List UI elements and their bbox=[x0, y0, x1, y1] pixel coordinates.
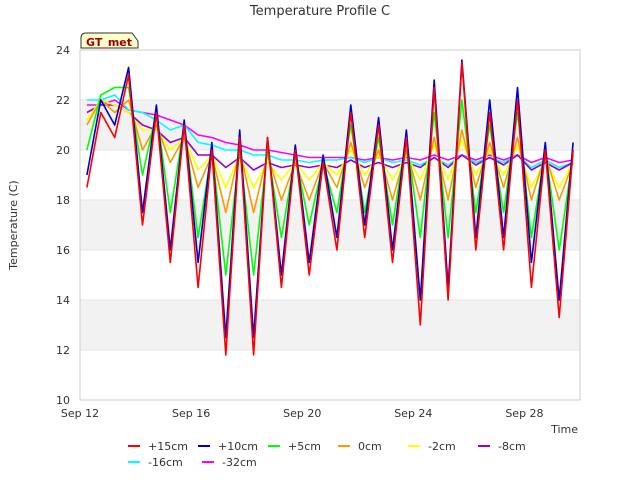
series-line-15cm bbox=[86, 61, 574, 356]
series-line-10cm bbox=[86, 59, 574, 339]
grid-band bbox=[80, 350, 580, 400]
x-tick-label: Sep 16 bbox=[172, 407, 210, 420]
legend-swatch bbox=[128, 445, 140, 447]
series-line-8cm bbox=[86, 104, 574, 171]
legend-swatch bbox=[202, 461, 214, 463]
y-tick-label: 24 bbox=[56, 44, 70, 57]
legend-swatch bbox=[338, 445, 350, 447]
legend-swatch bbox=[408, 445, 420, 447]
y-tick-label: 16 bbox=[56, 244, 70, 257]
x-axis-label: Time bbox=[550, 423, 578, 436]
legend-item: 0cm bbox=[338, 440, 408, 453]
grid-band bbox=[80, 250, 580, 300]
legend-item: -2cm bbox=[408, 440, 478, 453]
y-tick-label: 10 bbox=[56, 394, 70, 407]
legend-row: +15cm +10cm +5cm 0cm -2cm -8cm bbox=[128, 438, 548, 454]
legend-item: +5cm bbox=[268, 440, 338, 453]
gt-met-badge: GT_met bbox=[80, 32, 139, 49]
gt-met-badge-label: GT_met bbox=[86, 36, 132, 49]
grid-band bbox=[80, 300, 580, 350]
legend-label: +15cm bbox=[148, 439, 188, 453]
legend-label: +10cm bbox=[218, 439, 258, 453]
x-tick-label: Sep 20 bbox=[283, 407, 321, 420]
legend-label: -2cm bbox=[428, 439, 456, 453]
legend-label: 0cm bbox=[358, 439, 382, 453]
y-tick-label: 18 bbox=[56, 194, 70, 207]
y-tick-label: 12 bbox=[56, 344, 70, 357]
legend-item: -16cm bbox=[128, 456, 202, 469]
legend-item: +15cm bbox=[128, 440, 198, 453]
legend-swatch bbox=[478, 445, 490, 447]
plot-frame bbox=[79, 49, 581, 401]
chart-title: Temperature Profile C bbox=[249, 4, 390, 19]
legend: +15cm +10cm +5cm 0cm -2cm -8cm -16cm -32cm bbox=[128, 438, 548, 470]
x-tick-label: Sep 24 bbox=[394, 407, 432, 420]
x-tick-label: Sep 28 bbox=[505, 407, 543, 420]
legend-item: +10cm bbox=[198, 440, 268, 453]
y-tick-label: 22 bbox=[56, 94, 70, 107]
y-axis-ticks: 10 12 14 16 18 20 22 24 bbox=[56, 44, 70, 407]
legend-label: -32cm bbox=[222, 455, 257, 469]
y-axis-label: Temperature (C) bbox=[7, 180, 20, 270]
legend-item: -32cm bbox=[202, 456, 276, 469]
series-line-2cm bbox=[86, 99, 574, 189]
y-tick-label: 20 bbox=[56, 144, 70, 157]
series-lines bbox=[86, 59, 574, 356]
legend-label: -8cm bbox=[498, 439, 526, 453]
legend-swatch bbox=[268, 445, 280, 447]
grid-band bbox=[80, 50, 580, 100]
x-axis-ticks: Sep 12 Sep 16 Sep 20 Sep 24 Sep 28 bbox=[61, 407, 544, 420]
series-line-0cm bbox=[86, 99, 574, 214]
x-tick-label: Sep 12 bbox=[61, 407, 99, 420]
legend-row: -16cm -32cm bbox=[128, 454, 548, 470]
legend-label: -16cm bbox=[148, 455, 183, 469]
legend-swatch bbox=[128, 461, 140, 463]
series-line-32cm bbox=[86, 99, 574, 164]
legend-swatch bbox=[198, 445, 210, 447]
y-tick-label: 14 bbox=[56, 294, 70, 307]
legend-item: -8cm bbox=[478, 440, 548, 453]
legend-label: +5cm bbox=[288, 439, 321, 453]
